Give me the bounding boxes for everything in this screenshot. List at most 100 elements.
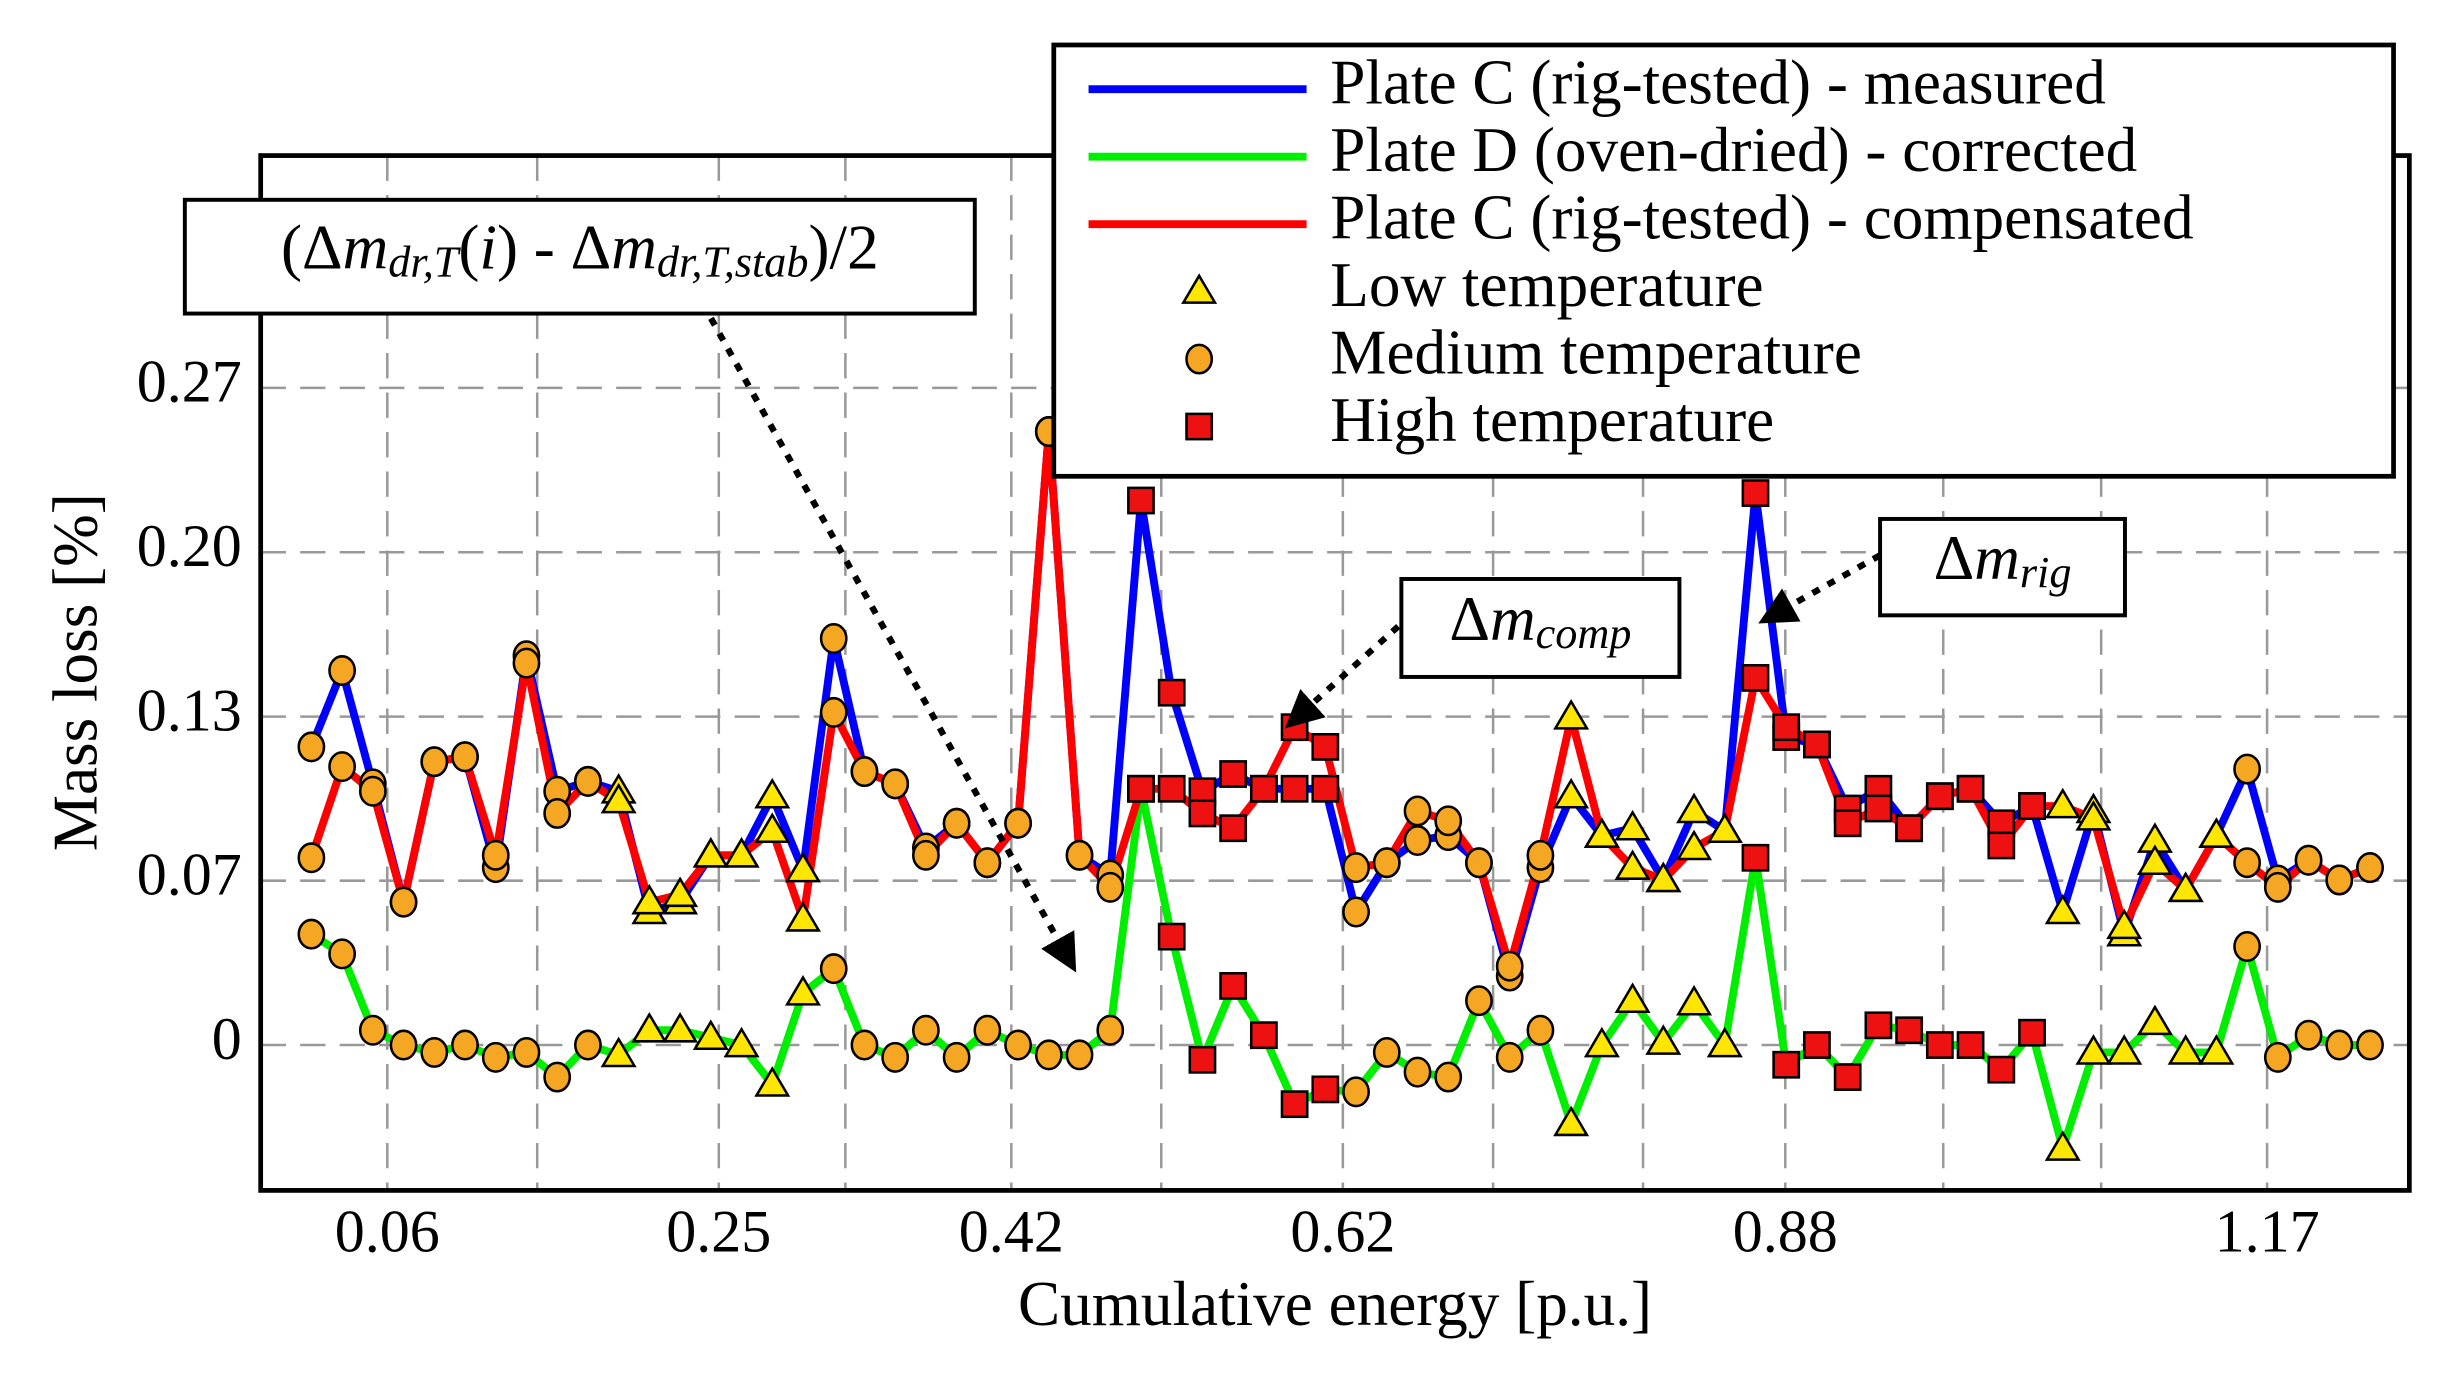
annotation-text: Δmcomp <box>1449 583 1631 658</box>
marker-ellipse <box>328 751 357 783</box>
marker-square <box>2018 1018 2046 1047</box>
marker-triangle <box>784 851 822 883</box>
marker-triangle <box>1676 984 1713 1016</box>
marker-ellipse <box>451 741 479 773</box>
marker-ellipse <box>1096 1014 1125 1046</box>
annotation-text: (Δmdr,T(i) - Δmdr,T,stab)/2 <box>281 212 879 287</box>
marker-triangle <box>2136 1004 2173 1036</box>
annotation-part: ( <box>458 212 479 282</box>
marker-triangle <box>2044 787 2081 819</box>
annotation-part: m <box>1490 583 1536 653</box>
marker-triangle <box>1553 699 1590 730</box>
marker-ellipse <box>1465 847 1493 879</box>
annotation-box <box>1878 516 2127 618</box>
marker-ellipse <box>942 807 971 839</box>
marker-square <box>1987 1055 2016 1084</box>
annotations: (Δmdr,T(i) - Δmdr,T,stab)/2 Δmcomp Δmrig <box>182 197 2127 679</box>
marker-square <box>1311 1075 1340 1104</box>
marker-ellipse <box>2294 844 2323 876</box>
marker-square <box>1925 782 1954 811</box>
marker-triangle <box>754 812 791 844</box>
marker-ellipse <box>819 953 848 985</box>
marker-ellipse <box>1065 1039 1094 1071</box>
marker-ellipse <box>1034 1039 1063 1071</box>
marker-ellipse <box>1526 839 1555 871</box>
marker-triangle <box>2075 800 2112 831</box>
y-axis-label: Mass loss [%] <box>41 493 111 851</box>
marker-ellipse <box>1495 950 1524 982</box>
marker-triangle <box>1614 982 1651 1014</box>
marker-square <box>1127 774 1155 803</box>
marker-triangle <box>784 901 822 932</box>
marker-square <box>1803 730 1831 759</box>
marker-triangle <box>2075 1034 2112 1065</box>
marker-ellipse <box>358 775 387 807</box>
marker-ellipse <box>850 756 879 788</box>
marker-square <box>1956 774 1985 803</box>
legend-text: Plate C (rig-tested) - measured <box>1330 48 2106 118</box>
marker-ellipse <box>2325 864 2354 896</box>
marker-triangle <box>723 837 760 868</box>
x-tick-label: 0.25 <box>666 1199 771 1265</box>
marker-square <box>1895 1016 1924 1045</box>
marker-triangle <box>662 876 699 908</box>
marker-square <box>1157 774 1186 803</box>
marker-triangle <box>600 782 637 814</box>
arrow <box>1758 552 1882 625</box>
marker-ellipse <box>2233 753 2262 785</box>
marker-triangle <box>1553 1105 1590 1137</box>
marker-square <box>1188 1045 1217 1074</box>
marker-triangle <box>1645 1024 1682 1055</box>
annotation-text: Δmrig <box>1934 522 2072 597</box>
marker-ellipse <box>2263 1041 2292 1073</box>
marker-ellipse <box>1526 1014 1555 1046</box>
marker-ellipse <box>2233 930 2262 962</box>
annotation-part: dr,T,stab <box>657 238 809 287</box>
ticks: 0 0.07 0.13 0.20 0.27 0.06 0.25 0.42 0.62 0.88 1.1… <box>137 349 2320 1265</box>
marker-square <box>1249 774 1278 803</box>
marker-ellipse <box>1434 805 1463 837</box>
marker-triangle <box>2106 908 2143 940</box>
marker-square <box>1280 774 1309 803</box>
legend-text: Medium temperature <box>1330 318 1862 388</box>
annotation-part: i <box>479 212 497 282</box>
marker-ellipse <box>481 1041 510 1073</box>
marker-ellipse <box>1372 847 1401 879</box>
marker-square <box>1925 1031 1954 1059</box>
marker-triangle <box>1583 817 1620 848</box>
marker-triangle <box>1583 1026 1620 1058</box>
legend-text: Plate C (rig-tested) - compensated <box>1330 183 2193 253</box>
marker-triangle <box>631 1011 668 1043</box>
marker-square <box>1127 486 1155 515</box>
marker-square <box>1219 972 1248 1000</box>
marker-triangle <box>2167 1034 2204 1065</box>
marker-square <box>1772 713 1801 742</box>
marker-square <box>1157 922 1186 951</box>
marker-square <box>2018 792 2046 820</box>
marker-triangle <box>692 837 729 868</box>
y-tick-label: 0.20 <box>137 513 242 579</box>
marker-square <box>1956 1031 1985 1059</box>
marker-ellipse <box>942 1041 971 1073</box>
marker-square <box>1803 1031 1831 1059</box>
marker-ellipse <box>328 938 357 970</box>
marker-square <box>1219 814 1248 843</box>
annotation-part: Δ <box>1449 583 1490 653</box>
marker-ellipse <box>1096 871 1125 903</box>
marker-square <box>1741 664 1770 692</box>
marker-triangle <box>784 975 822 1006</box>
marker-ellipse <box>850 1029 879 1061</box>
marker-triangle <box>2106 1034 2143 1065</box>
marker-triangle <box>692 1019 729 1050</box>
x-tick-label: 1.17 <box>2215 1199 2320 1265</box>
marker-ellipse <box>2356 852 2384 884</box>
marker-triangle <box>1706 1026 1743 1058</box>
legend-text: Plate D (oven-dried) - corrected <box>1330 115 2137 185</box>
marker-square <box>1157 678 1186 707</box>
marker-ellipse <box>543 797 572 829</box>
marker-triangle <box>1614 809 1651 841</box>
marker-square <box>1864 794 1893 823</box>
marker-ellipse <box>1434 1061 1463 1093</box>
